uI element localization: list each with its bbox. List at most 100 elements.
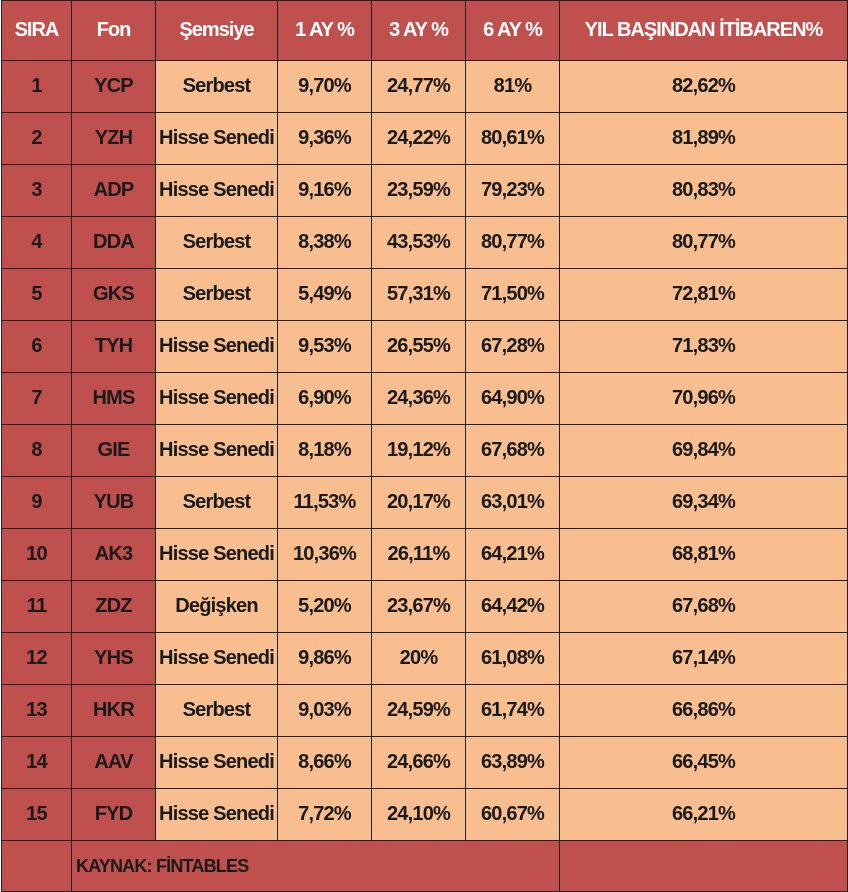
return-1m-cell: 8,38% [277, 216, 372, 269]
header-row: SIRA Fon Şemsiye 1 AY % 3 AY % 6 AY % YI… [1, 0, 848, 61]
table-row: 5 GKS Serbest 5,49% 57,31% 71,50% 72,81% [1, 268, 848, 321]
return-ytd-cell: 69,84% [559, 424, 848, 477]
header-year-to-date: YIL BAŞINDAN İTİBAREN% [559, 0, 848, 61]
return-6m-cell: 81% [465, 60, 560, 113]
umbrella-cell: Hisse Senedi [155, 112, 278, 165]
return-3m-cell: 26,55% [371, 320, 466, 373]
fund-code-cell: GKS [71, 268, 156, 321]
return-ytd-cell: 67,68% [559, 580, 848, 633]
rank-cell: 1 [1, 60, 72, 113]
rank-cell: 9 [1, 476, 72, 529]
return-6m-cell: 80,77% [465, 216, 560, 269]
rank-cell: 2 [1, 112, 72, 165]
return-3m-cell: 43,53% [371, 216, 466, 269]
return-ytd-cell: 68,81% [559, 528, 848, 581]
return-3m-cell: 24,10% [371, 788, 466, 841]
fund-code-cell: AK3 [71, 528, 156, 581]
rank-cell: 5 [1, 268, 72, 321]
footer-row: KAYNAK: FİNTABLES [1, 840, 848, 892]
return-1m-cell: 8,18% [277, 424, 372, 477]
return-6m-cell: 64,21% [465, 528, 560, 581]
umbrella-cell: Değişken [155, 580, 278, 633]
umbrella-cell: Hisse Senedi [155, 372, 278, 425]
return-1m-cell: 9,86% [277, 632, 372, 685]
table-row: 6 TYH Hisse Senedi 9,53% 26,55% 67,28% 71,83% [1, 320, 848, 373]
fund-code-cell: ADP [71, 164, 156, 217]
return-ytd-cell: 80,77% [559, 216, 848, 269]
header-fund: Fon [71, 0, 156, 61]
fund-code-cell: DDA [71, 216, 156, 269]
return-ytd-cell: 69,34% [559, 476, 848, 529]
fund-code-cell: FYD [71, 788, 156, 841]
return-1m-cell: 5,20% [277, 580, 372, 633]
return-3m-cell: 24,36% [371, 372, 466, 425]
return-ytd-cell: 80,83% [559, 164, 848, 217]
table-row: 8 GIE Hisse Senedi 8,18% 19,12% 67,68% 69,84% [1, 424, 848, 477]
return-6m-cell: 60,67% [465, 788, 560, 841]
return-6m-cell: 61,08% [465, 632, 560, 685]
return-ytd-cell: 71,83% [559, 320, 848, 373]
return-3m-cell: 24,77% [371, 60, 466, 113]
return-1m-cell: 9,53% [277, 320, 372, 373]
umbrella-cell: Hisse Senedi [155, 320, 278, 373]
return-ytd-cell: 72,81% [559, 268, 848, 321]
return-3m-cell: 20,17% [371, 476, 466, 529]
return-6m-cell: 67,28% [465, 320, 560, 373]
return-3m-cell: 20% [371, 632, 466, 685]
return-6m-cell: 64,42% [465, 580, 560, 633]
table-row: 12 YHS Hisse Senedi 9,86% 20% 61,08% 67,14% [1, 632, 848, 685]
table-row: 3 ADP Hisse Senedi 9,16% 23,59% 79,23% 80,83% [1, 164, 848, 217]
return-3m-cell: 19,12% [371, 424, 466, 477]
umbrella-cell: Hisse Senedi [155, 424, 278, 477]
umbrella-cell: Serbest [155, 684, 278, 737]
fund-code-cell: YUB [71, 476, 156, 529]
return-ytd-cell: 66,21% [559, 788, 848, 841]
fund-code-cell: ZDZ [71, 580, 156, 633]
footer-blank-cell [559, 840, 848, 892]
return-ytd-cell: 70,96% [559, 372, 848, 425]
return-6m-cell: 63,01% [465, 476, 560, 529]
umbrella-cell: Hisse Senedi [155, 632, 278, 685]
rank-cell: 8 [1, 424, 72, 477]
return-6m-cell: 80,61% [465, 112, 560, 165]
rank-cell: 3 [1, 164, 72, 217]
return-1m-cell: 9,03% [277, 684, 372, 737]
return-3m-cell: 26,11% [371, 528, 466, 581]
return-6m-cell: 63,89% [465, 736, 560, 789]
rank-cell: 15 [1, 788, 72, 841]
header-rank: SIRA [1, 0, 72, 61]
return-6m-cell: 64,90% [465, 372, 560, 425]
umbrella-cell: Hisse Senedi [155, 736, 278, 789]
umbrella-cell: Serbest [155, 216, 278, 269]
return-ytd-cell: 82,62% [559, 60, 848, 113]
table-row: 1 YCP Serbest 9,70% 24,77% 81% 82,62% [1, 60, 848, 113]
rank-cell: 4 [1, 216, 72, 269]
return-6m-cell: 71,50% [465, 268, 560, 321]
umbrella-cell: Hisse Senedi [155, 528, 278, 581]
return-6m-cell: 79,23% [465, 164, 560, 217]
fund-code-cell: YZH [71, 112, 156, 165]
rank-cell: 7 [1, 372, 72, 425]
table-row: 13 HKR Serbest 9,03% 24,59% 61,74% 66,86% [1, 684, 848, 737]
source-note: KAYNAK: FİNTABLES [71, 840, 560, 892]
table-row: 15 FYD Hisse Senedi 7,72% 24,10% 60,67% 66,21% [1, 788, 848, 841]
fund-code-cell: YCP [71, 60, 156, 113]
fund-code-cell: TYH [71, 320, 156, 373]
rank-cell: 13 [1, 684, 72, 737]
header-6-month: 6 AY % [465, 0, 560, 61]
table-row: 2 YZH Hisse Senedi 9,36% 24,22% 80,61% 81,89% [1, 112, 848, 165]
table-row: 10 AK3 Hisse Senedi 10,36% 26,11% 64,21% 68,81… [1, 528, 848, 581]
umbrella-cell: Hisse Senedi [155, 164, 278, 217]
fund-code-cell: HKR [71, 684, 156, 737]
return-ytd-cell: 81,89% [559, 112, 848, 165]
return-3m-cell: 24,66% [371, 736, 466, 789]
return-3m-cell: 23,67% [371, 580, 466, 633]
rank-cell: 11 [1, 580, 72, 633]
header-1-month: 1 AY % [277, 0, 372, 61]
fund-code-cell: AAV [71, 736, 156, 789]
return-3m-cell: 24,22% [371, 112, 466, 165]
return-1m-cell: 9,16% [277, 164, 372, 217]
fund-code-cell: HMS [71, 372, 156, 425]
table-row: 9 YUB Serbest 11,53% 20,17% 63,01% 69,34% [1, 476, 848, 529]
